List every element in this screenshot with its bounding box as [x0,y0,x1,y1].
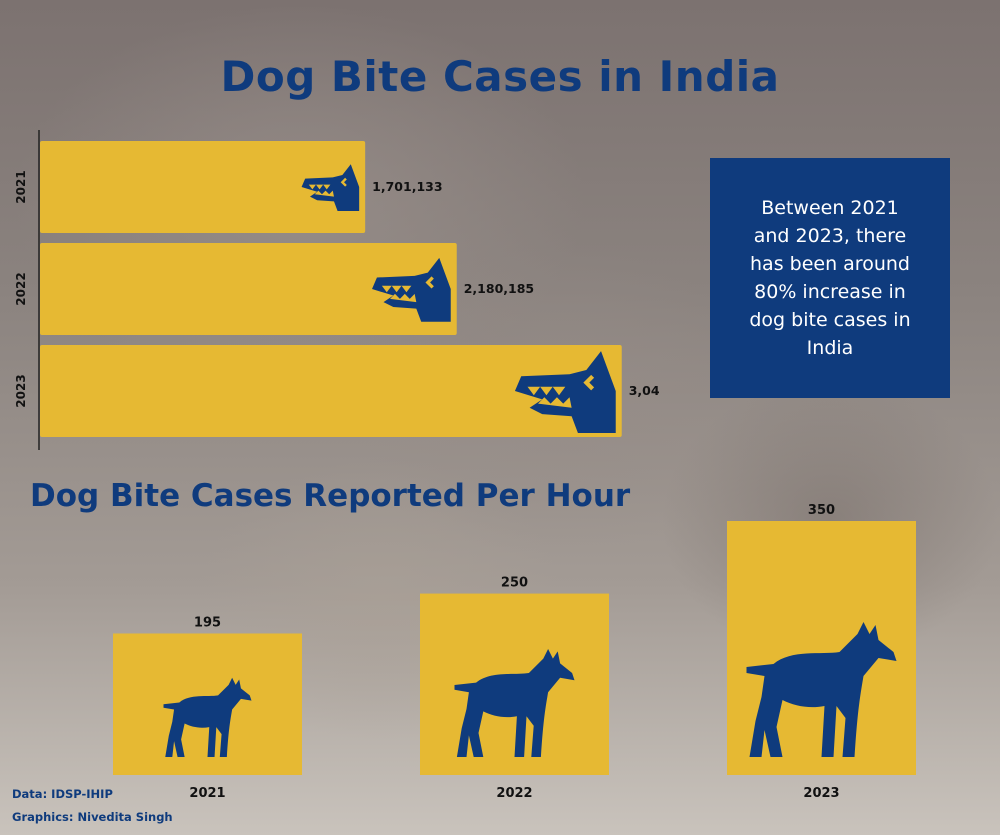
category-label: 2023 [14,374,28,407]
callout-text: Between 2021 and 2023, there has been ar… [749,197,911,359]
chart-title: Dog Bite Cases in India [220,52,780,101]
dog-silhouette-icon [746,622,897,757]
category-label: 2022 [14,272,28,305]
category-label: 2021 [189,786,225,801]
bar-value-label: 3,043,339 [629,383,660,398]
bar-value-label: 1,701,133 [372,179,442,194]
bar [40,345,622,437]
dog-head-icon [514,351,616,433]
dog-head-icon [301,164,360,211]
bar-value-label: 350 [808,503,835,518]
bar [40,243,457,335]
dog-silhouette-icon [163,677,252,757]
bar-value-label: 250 [501,576,528,591]
data-source: Data: IDSP-IHIP [12,787,113,801]
credits: Data: IDSP-IHIP Graphics: Nivedita Singh [12,783,173,829]
category-label: 2022 [496,786,532,801]
category-label: 2021 [14,170,28,203]
bar-value-label: 2,180,185 [464,281,534,296]
bar [40,141,366,233]
category-label: 2023 [803,786,839,801]
bar-value-label: 195 [194,615,221,630]
graphics-credit: Graphics: Nivedita Singh [12,810,173,824]
per-hour-chart-title: Dog Bite Cases Reported Per Hour [30,478,631,514]
callout-box: Between 2021 and 2023, there has been ar… [710,158,950,398]
vertical-bar-chart: 195 2021 250 2022 350 2023 [113,503,916,801]
dog-silhouette-icon [454,649,575,757]
dog-head-icon [372,257,451,322]
horizontal-bar-chart: 1,701,133 2021 2,180,185 2022 3,043,339 2023 [14,130,660,450]
